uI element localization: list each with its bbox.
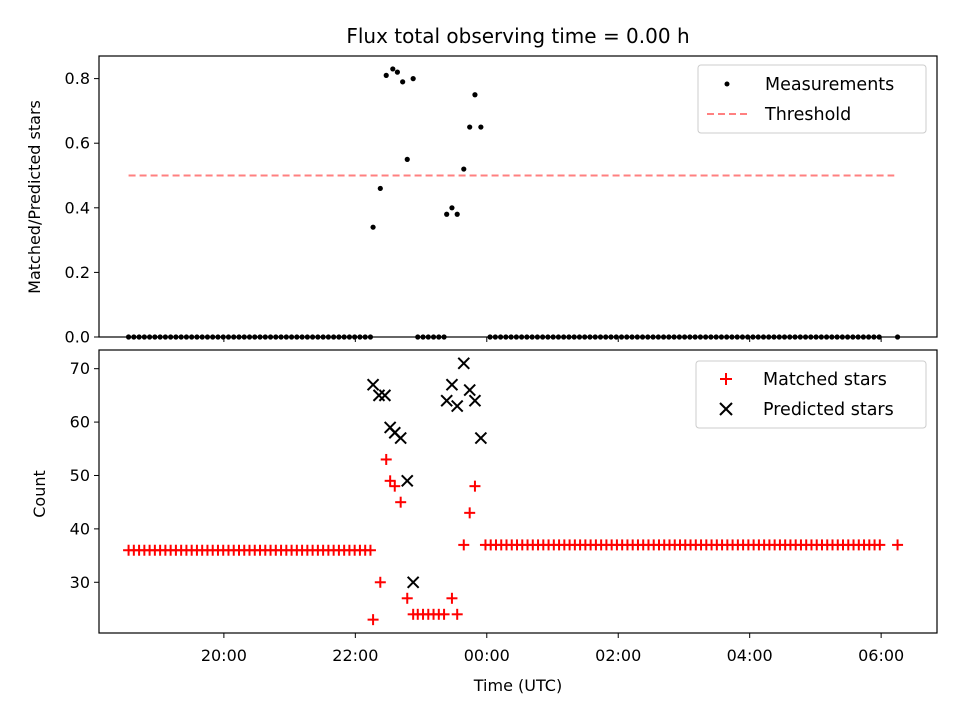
matched-stars-point — [438, 608, 450, 620]
bottom-y-axis-label: Count — [30, 470, 49, 518]
top-x-ticks — [223, 337, 882, 342]
bottom-xtick-label: 04:00 — [727, 646, 773, 665]
x-axis-label: Time (UTC) — [473, 676, 562, 695]
top-ytick-label: 0.8 — [65, 69, 90, 88]
predicted-stars-point — [457, 357, 470, 370]
matched-stars-point — [401, 592, 413, 604]
bottom-ytick-label: 60 — [70, 413, 90, 432]
measurement-point — [472, 92, 478, 98]
predicted-stars-point — [406, 576, 420, 589]
measurement-point — [383, 72, 389, 78]
bottom-xtick-label: 06:00 — [858, 646, 904, 665]
legend-predicted-label: Predicted stars — [763, 400, 894, 420]
bottom-legend-box — [695, 360, 927, 429]
bottom-plot-marks — [123, 357, 904, 626]
bottom-y-ticks: 30 40 50 60 70 — [70, 359, 99, 592]
chart-title: Flux total observing time = 0.00 h — [346, 24, 689, 48]
measurement-point — [444, 211, 450, 217]
legend-matched-marker — [720, 373, 732, 385]
predicted-stars-point — [401, 474, 414, 488]
measurement-point — [467, 124, 473, 130]
matched-stars-point — [469, 480, 481, 492]
top-y-axis-label: Matched/Predicted stars — [25, 100, 44, 294]
legend-matched-label: Matched stars — [763, 370, 887, 390]
bottom-legend: Matched stars Predicted stars — [695, 360, 927, 429]
top-ytick-label: 0.0 — [65, 328, 90, 347]
top-y-ticks: 0.0 0.2 0.4 0.6 0.8 — [65, 69, 99, 347]
matched-stars-point — [367, 614, 379, 626]
bottom-xtick-label: 20:00 — [201, 646, 247, 665]
predicted-stars-point — [394, 431, 407, 445]
top-ytick-label: 0.2 — [65, 263, 90, 282]
matched-stars-point — [446, 592, 458, 604]
matched-stars-point — [464, 507, 476, 519]
predicted-stars-point — [450, 399, 464, 413]
top-axes-frame — [98, 55, 938, 338]
matched-stars-point — [389, 480, 401, 492]
measurement-point — [478, 124, 484, 130]
matched-stars-point — [451, 608, 463, 620]
top-ytick-label: 0.6 — [65, 134, 90, 153]
predicted-stars-point — [468, 394, 482, 407]
bottom-x-ticks: 20:00 22:00 00:00 02:00 04:00 06:00 — [201, 633, 904, 665]
predicted-stars-point — [445, 378, 459, 391]
measurement-point — [400, 79, 406, 85]
matched-stars-point — [458, 539, 470, 551]
legend-threshold-label: Threshold — [764, 105, 851, 125]
bottom-xtick-label: 00:00 — [464, 646, 510, 665]
measurement-point — [461, 166, 467, 172]
measurement-point — [410, 76, 416, 82]
predicted-stars-point — [463, 383, 476, 397]
predicted-stars-point — [372, 389, 386, 402]
measurement-point — [394, 69, 400, 75]
top-ytick-label: 0.4 — [65, 198, 90, 217]
matched-stars-point — [395, 496, 407, 508]
measurement-point — [404, 156, 410, 162]
bottom-axes-frame — [98, 349, 938, 634]
matched-stars-point — [874, 539, 886, 551]
predicted-stars-point — [474, 431, 488, 445]
bottom-ytick-label: 40 — [70, 519, 90, 538]
top-legend: Measurements Threshold — [697, 64, 927, 134]
bottom-xtick-label: 02:00 — [595, 646, 641, 665]
measurement-point — [370, 224, 376, 230]
measurement-point — [449, 205, 455, 211]
measurement-point — [390, 66, 396, 72]
measurement-point — [377, 185, 383, 192]
top-legend-box — [697, 64, 927, 134]
legend-measurements-marker — [724, 81, 730, 87]
predicted-stars-point — [440, 394, 453, 407]
matched-stars-point — [892, 539, 904, 551]
matched-stars-point — [374, 576, 386, 588]
matched-stars-point — [364, 544, 376, 556]
legend-predicted-marker — [719, 402, 733, 416]
legend-measurements-label: Measurements — [765, 75, 894, 95]
bottom-ytick-label: 50 — [70, 466, 90, 485]
bottom-ytick-label: 30 — [70, 573, 90, 592]
predicted-stars-point — [378, 389, 392, 402]
measurement-point — [454, 211, 460, 217]
predicted-stars-point — [366, 378, 380, 391]
matched-stars-point — [380, 453, 392, 465]
bottom-ytick-label: 70 — [70, 359, 90, 378]
bottom-xtick-label: 22:00 — [332, 646, 378, 665]
